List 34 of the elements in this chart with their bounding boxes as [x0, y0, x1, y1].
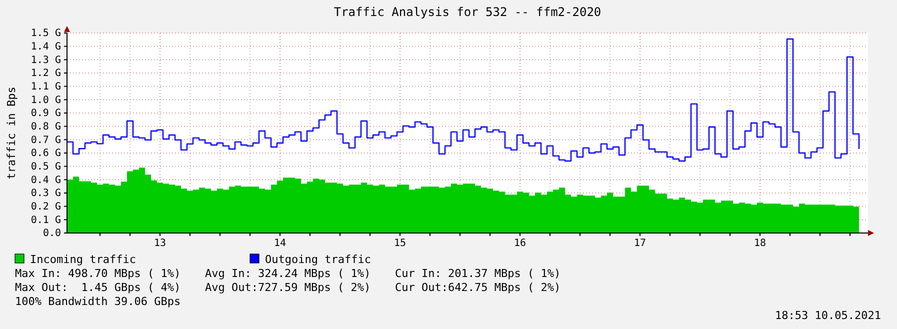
y-tick-label: 1.0 G [30, 94, 61, 106]
text: 100% Bandwidth 39.06 GBps [15, 295, 181, 308]
y-tick-label: 0.9 G [30, 108, 61, 120]
text: Avg In: 324.24 MBps ( 1%) [205, 267, 371, 280]
legend-label: Incoming traffic [30, 253, 136, 266]
y-tick-label: 0.3 G [30, 188, 61, 200]
y-tick-label: 0.0 [42, 228, 61, 240]
chart-title: Traffic Analysis for 532 -- ffm2-2020 [334, 5, 602, 19]
x-tick-label: 17 [634, 238, 646, 250]
y-tick-label: 0.6 G [30, 148, 61, 160]
y-tick-label: 1.1 G [30, 82, 61, 93]
x-tick-label: 15 [394, 238, 406, 250]
text: Cur Out:642.75 MBps ( 2%) [395, 281, 561, 294]
y-tick-label: 0.7 G [30, 134, 61, 146]
y-tick-label: 1.3 G [30, 54, 61, 66]
x-tick-label: 14 [274, 238, 286, 250]
y-axis-title: traffic in Bps [5, 86, 18, 180]
text: Avg Out:727.59 MBps ( 2%) [205, 281, 371, 294]
y-tick-label: 0.1 G [30, 214, 61, 226]
y-tick-label: 0.8 G [30, 122, 61, 133]
x-tick-label: 18 [754, 238, 766, 250]
text: Max In: 498.70 MBps ( 1%) [15, 267, 181, 280]
y-tick-label: 1.5 G [30, 28, 61, 40]
legend-label: Outgoing traffic [265, 253, 371, 266]
text: Max Out: 1.45 GBps ( 4%) [15, 281, 181, 294]
y-tick-label: 1.4 G [30, 42, 61, 53]
y-tick-label: 1.2 G [30, 68, 61, 80]
x-tick-label: 16 [514, 238, 526, 250]
text: 18:53 10.05.2021 [775, 309, 881, 322]
y-tick-label: 0.4 G [30, 174, 61, 186]
y-tick-label: 0.5 G [30, 162, 61, 173]
text: Cur In: 201.37 MBps ( 1%) [395, 267, 561, 280]
y-tick-label: 0.2 G [30, 202, 61, 213]
x-tick-label: 13 [154, 238, 166, 250]
